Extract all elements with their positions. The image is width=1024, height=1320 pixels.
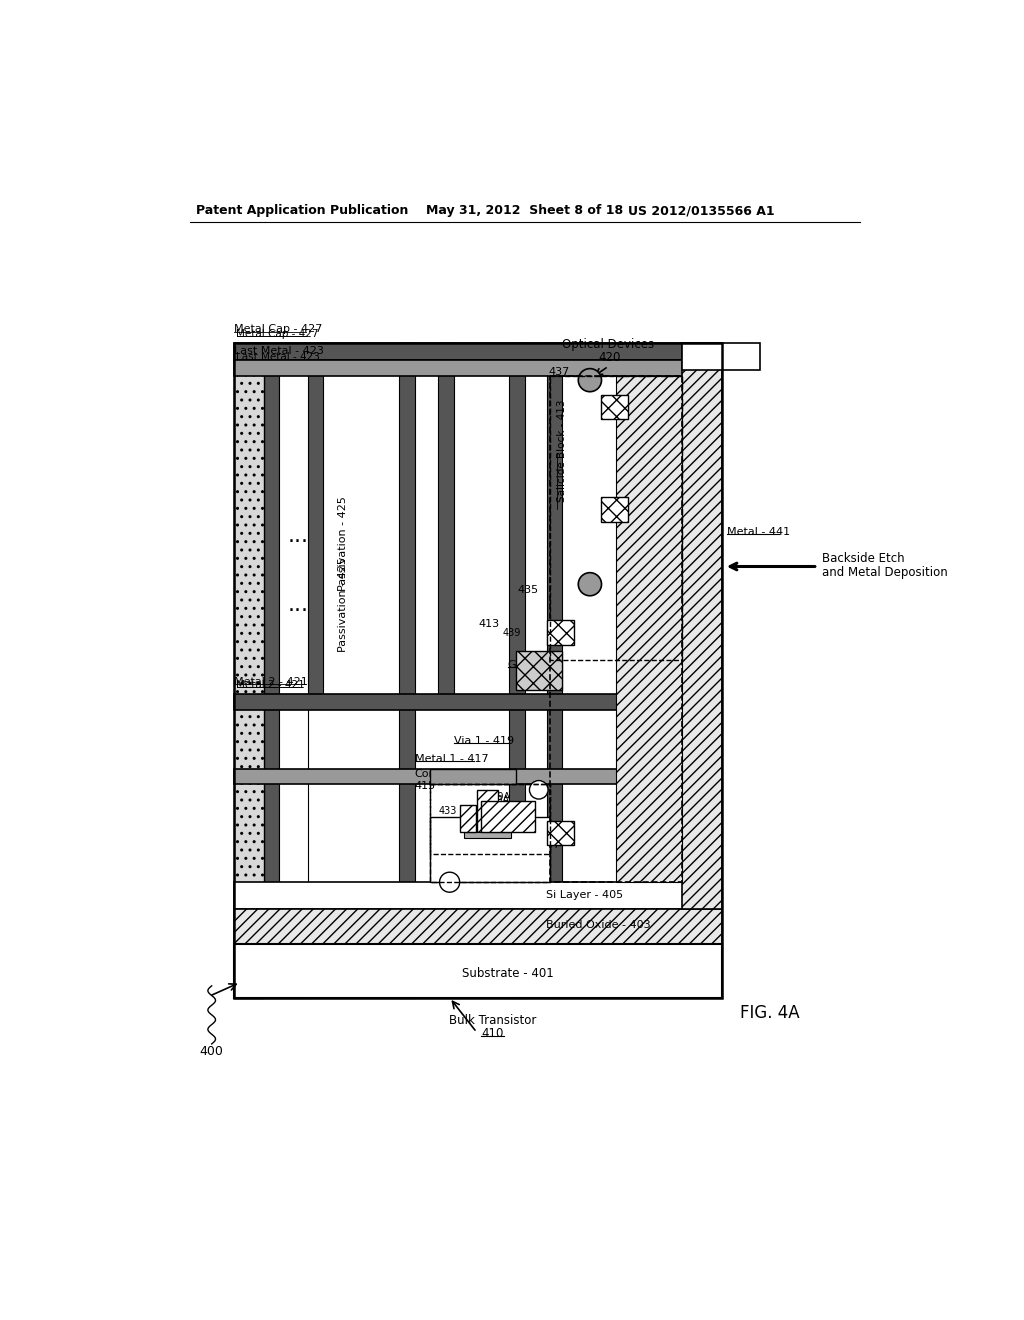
Bar bbox=[682, 343, 760, 370]
Bar bbox=[515, 651, 562, 689]
Text: Well - 407: Well - 407 bbox=[508, 841, 560, 850]
Bar bbox=[430, 817, 550, 882]
Text: G: G bbox=[474, 814, 481, 824]
Bar bbox=[234, 360, 722, 376]
Bar bbox=[550, 376, 682, 882]
Bar bbox=[477, 789, 499, 832]
Text: Salicide Block - 413: Salicide Block - 413 bbox=[557, 400, 566, 502]
Text: Patent Application Publication: Patent Application Publication bbox=[197, 205, 409, 218]
Text: Backside Etch: Backside Etch bbox=[821, 552, 904, 565]
Bar bbox=[234, 693, 722, 710]
Text: Last Metal - 423: Last Metal - 423 bbox=[237, 352, 321, 362]
Text: FIG. 4A: FIG. 4A bbox=[740, 1005, 800, 1022]
Circle shape bbox=[579, 573, 601, 595]
Text: Substrate - 401: Substrate - 401 bbox=[462, 966, 554, 979]
Bar bbox=[547, 821, 573, 845]
Bar bbox=[280, 343, 308, 693]
Bar bbox=[616, 376, 682, 882]
Text: ...: ... bbox=[288, 525, 309, 545]
Bar bbox=[308, 343, 324, 693]
Text: Buried Oxide - 403: Buried Oxide - 403 bbox=[547, 920, 651, 929]
Text: Passivation - 425: Passivation - 425 bbox=[339, 557, 348, 652]
Bar bbox=[234, 770, 722, 784]
Bar bbox=[480, 801, 535, 832]
Text: Contact: Contact bbox=[415, 770, 458, 779]
Bar bbox=[430, 784, 550, 882]
Text: Bulk Transistor: Bulk Transistor bbox=[449, 1014, 536, 1027]
Text: Ge - 445: Ge - 445 bbox=[508, 660, 555, 671]
Text: Metal 1 - 417: Metal 1 - 417 bbox=[415, 754, 488, 764]
Text: ...: ... bbox=[288, 595, 309, 615]
Text: Last Metal - 423: Last Metal - 423 bbox=[234, 346, 324, 356]
Text: 415: 415 bbox=[415, 781, 436, 791]
Bar bbox=[547, 620, 573, 645]
Bar bbox=[601, 498, 628, 521]
Text: 429A: 429A bbox=[485, 792, 510, 803]
Text: Passivation - 425: Passivation - 425 bbox=[339, 496, 348, 591]
Text: 420: 420 bbox=[599, 351, 622, 363]
Text: 439: 439 bbox=[503, 828, 521, 838]
Text: Si Layer - 405: Si Layer - 405 bbox=[547, 890, 624, 900]
Text: May 31, 2012  Sheet 8 of 18: May 31, 2012 Sheet 8 of 18 bbox=[426, 205, 624, 218]
Text: 439: 439 bbox=[628, 504, 646, 515]
Bar bbox=[234, 343, 263, 998]
Bar bbox=[601, 395, 628, 420]
Text: 400: 400 bbox=[200, 1045, 223, 1059]
Text: US 2012/0135566 A1: US 2012/0135566 A1 bbox=[628, 205, 774, 218]
Bar bbox=[464, 832, 511, 838]
Text: 429A: 429A bbox=[484, 795, 510, 805]
Text: Metal 2 - 421: Metal 2 - 421 bbox=[237, 680, 305, 690]
Text: 410: 410 bbox=[481, 1027, 504, 1040]
Text: 413: 413 bbox=[479, 619, 500, 630]
Text: Metal Cap - 427: Metal Cap - 427 bbox=[234, 325, 323, 334]
Text: S: S bbox=[536, 785, 542, 795]
Bar bbox=[280, 693, 308, 998]
Bar bbox=[280, 343, 308, 693]
Bar bbox=[263, 343, 280, 998]
Text: 429B: 429B bbox=[500, 809, 524, 820]
Text: D: D bbox=[445, 878, 454, 887]
Bar bbox=[547, 343, 562, 998]
Text: Via 1 - 419: Via 1 - 419 bbox=[454, 735, 514, 746]
Text: Optical Devices: Optical Devices bbox=[562, 338, 654, 351]
Circle shape bbox=[579, 368, 601, 392]
Bar bbox=[234, 343, 722, 998]
Bar bbox=[430, 770, 515, 784]
Text: 431: 431 bbox=[467, 826, 484, 836]
Text: 439: 439 bbox=[628, 403, 646, 412]
Bar bbox=[430, 784, 550, 854]
Text: Metal 2 - 421: Metal 2 - 421 bbox=[234, 677, 308, 686]
Bar bbox=[234, 944, 722, 998]
Text: Metal - 441: Metal - 441 bbox=[727, 527, 791, 537]
Text: and Metal Deposition: and Metal Deposition bbox=[821, 566, 947, 579]
Text: Metal Cap - 427: Metal Cap - 427 bbox=[237, 329, 319, 339]
Text: 437: 437 bbox=[549, 367, 570, 378]
Text: 435: 435 bbox=[518, 585, 539, 594]
Bar bbox=[234, 909, 722, 944]
Bar bbox=[438, 343, 454, 693]
Text: 429B: 429B bbox=[497, 809, 522, 820]
Bar bbox=[234, 882, 722, 909]
Bar bbox=[550, 376, 682, 660]
Bar bbox=[509, 343, 524, 998]
Text: 433: 433 bbox=[439, 807, 458, 816]
Text: 439: 439 bbox=[503, 628, 521, 638]
Circle shape bbox=[439, 873, 460, 892]
Bar bbox=[682, 343, 722, 909]
Circle shape bbox=[529, 780, 548, 799]
Bar bbox=[461, 805, 476, 832]
Bar bbox=[234, 343, 722, 360]
Bar bbox=[399, 343, 415, 998]
